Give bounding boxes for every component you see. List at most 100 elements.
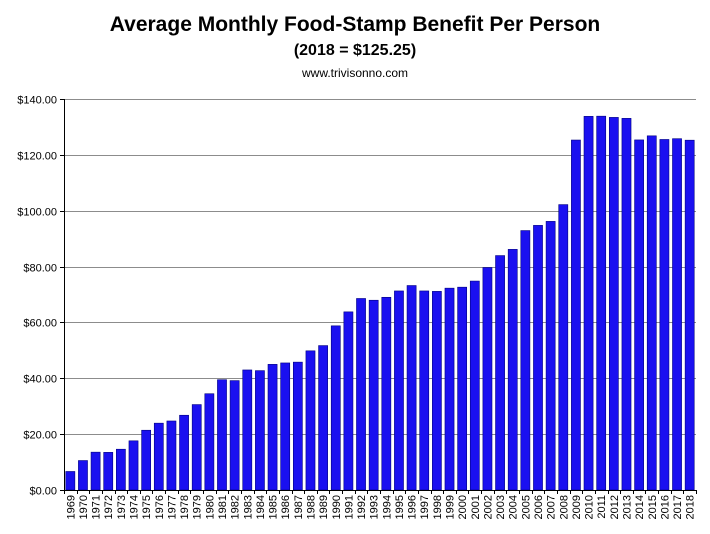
bar-2015 — [646, 135, 657, 491]
bar-2012 — [608, 117, 619, 491]
x-tick-label: 1969 — [65, 495, 77, 519]
x-tick-label: 1991 — [343, 495, 355, 519]
bar-1978 — [179, 414, 189, 491]
x-tick-label: 1972 — [103, 495, 115, 519]
bar-1997 — [419, 290, 430, 491]
x-tick-label: 2004 — [508, 495, 520, 519]
bar-1982 — [229, 380, 240, 491]
bar-2005 — [520, 230, 531, 491]
x-tick-label: 1999 — [445, 495, 457, 519]
y-tick-label: $120.00 — [17, 151, 57, 163]
bar-2011 — [596, 115, 607, 491]
x-tick-label: 2003 — [495, 495, 507, 519]
bar-2017 — [672, 138, 682, 491]
bar-2004 — [507, 249, 518, 491]
bar-2014 — [634, 139, 644, 491]
x-tick-label: 2015 — [647, 495, 659, 519]
bar-2003 — [495, 255, 505, 491]
x-tick-label: 1995 — [394, 495, 406, 519]
bar-1973 — [116, 448, 126, 491]
bar-1984 — [255, 370, 265, 491]
bar-2000 — [457, 286, 468, 491]
x-tick-label: 1997 — [419, 495, 431, 519]
x-tick-label: 1973 — [116, 495, 128, 519]
x-tick-label: 2000 — [457, 495, 469, 519]
x-tick-label: 2009 — [571, 495, 583, 519]
x-tick-label: 2014 — [634, 495, 646, 519]
bar-1975 — [141, 429, 152, 491]
x-tick-label: 1989 — [318, 495, 330, 519]
bar-2016 — [659, 139, 670, 491]
bar-1980 — [204, 393, 215, 491]
bar-1995 — [394, 290, 404, 491]
bar-1991 — [343, 311, 354, 491]
bar-1992 — [356, 298, 366, 491]
x-tick-label: 1977 — [166, 495, 178, 519]
y-tick-label: $40.00 — [23, 374, 57, 386]
bar-1974 — [128, 440, 139, 491]
bar-2006 — [533, 225, 543, 491]
y-tick-label: $0.00 — [29, 486, 57, 498]
x-tick-label: 1986 — [280, 495, 292, 519]
bar-1985 — [267, 364, 278, 491]
bar-1990 — [330, 325, 341, 491]
x-tick-label: 1978 — [179, 495, 191, 519]
bar-1994 — [381, 296, 392, 491]
x-tick-label: 2018 — [685, 495, 697, 519]
bar-1998 — [432, 291, 442, 491]
chart-title: Average Monthly Food-Stamp Benefit Per P… — [109, 13, 601, 36]
x-tick-label: 1979 — [192, 495, 204, 519]
y-tick-label: $100.00 — [17, 207, 57, 219]
x-tick-label: 2017 — [672, 495, 684, 519]
x-tick-label: 2005 — [520, 495, 532, 519]
x-tick-label: 2001 — [470, 495, 482, 519]
bar-2018 — [684, 139, 695, 491]
x-tick-label: 2008 — [558, 495, 570, 519]
x-tick-label: 1971 — [91, 495, 103, 519]
bar-2008 — [558, 204, 569, 491]
x-tick-label: 1970 — [78, 495, 90, 519]
x-tick-label: 1985 — [268, 495, 280, 519]
x-tick-label: 2006 — [533, 495, 545, 519]
y-tick-label: $20.00 — [23, 430, 57, 442]
bar-1993 — [368, 299, 379, 491]
bar-1981 — [217, 379, 227, 491]
x-tick-label: 1998 — [432, 495, 444, 519]
bars — [65, 115, 695, 491]
x-tick-label: 1980 — [204, 495, 216, 519]
x-tick-label: 1983 — [242, 495, 254, 519]
bar-1977 — [166, 420, 177, 491]
bar-1970 — [78, 460, 88, 491]
x-tick-label: 1988 — [305, 495, 317, 519]
x-tick-label: 1996 — [407, 495, 419, 519]
bar-1987 — [292, 361, 303, 491]
bar-1976 — [153, 422, 164, 491]
x-tick-label: 1984 — [255, 495, 267, 519]
chart-subtitle: (2018 = $125.25) — [293, 42, 417, 59]
bar-1986 — [280, 362, 291, 491]
x-tick-label: 1975 — [141, 495, 153, 519]
x-tick-label: 2002 — [482, 495, 494, 519]
bar-1979 — [191, 404, 202, 491]
x-tick-label: 2010 — [584, 495, 596, 519]
x-axis-tick-labels: 1969 1970 1971 1972 1973 1974 1975 1976 1977 1978… — [65, 495, 696, 519]
chart-source-url: www.trivisonno.com — [301, 66, 409, 80]
bar-1996 — [406, 285, 417, 491]
bar-1988 — [305, 350, 316, 491]
bar-2010 — [583, 116, 594, 491]
y-tick-label: $140.00 — [17, 95, 57, 107]
x-tick-label: 1990 — [331, 495, 343, 519]
x-tick-label: 2012 — [609, 495, 621, 519]
y-tick-label: $80.00 — [23, 263, 57, 275]
bar-1971 — [90, 451, 101, 491]
x-tick-label: 2013 — [621, 495, 633, 519]
x-tick-label: 1981 — [217, 495, 229, 519]
bar-1969 — [65, 471, 76, 491]
y-axis-tick-labels: $0.00 $20.00 $40.00 $60.00 $80.00 $100.00 $120… — [17, 95, 57, 498]
bar-1983 — [242, 369, 253, 491]
bar-2001 — [469, 280, 480, 491]
bar-2009 — [571, 139, 581, 491]
x-tick-label: 1994 — [381, 495, 393, 519]
bar-2007 — [545, 221, 556, 491]
